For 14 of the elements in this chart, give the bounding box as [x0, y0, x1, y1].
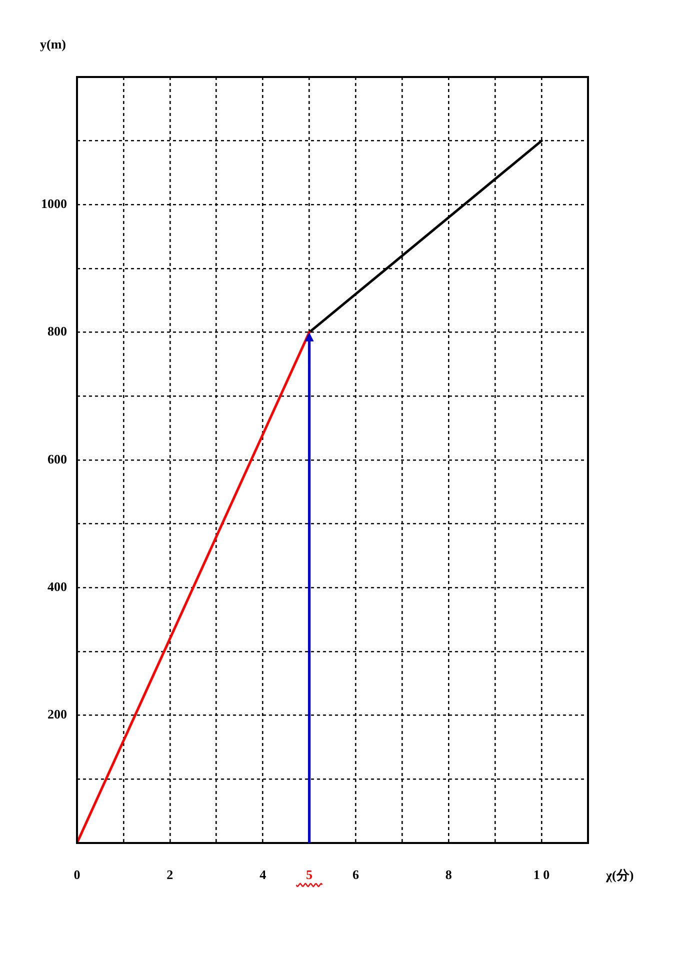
x-tick-label: 6	[352, 867, 360, 882]
y-axis-title: y(m)	[40, 36, 66, 52]
x-tick-label: 4	[260, 867, 267, 882]
x-tick-label: 2	[166, 867, 174, 882]
y-tick-label: 1000	[41, 196, 67, 212]
x-tick-label: 5	[306, 867, 314, 882]
x-tick-label: 1 0	[533, 867, 550, 882]
y-tick-label: 600	[48, 451, 67, 466]
x-tick-label: 0	[74, 867, 80, 882]
y-tick-label: 200	[48, 706, 67, 722]
x-axis-title: χ(分)	[605, 867, 634, 882]
y-tick-label: 800	[48, 324, 67, 339]
y-tick-label: 400	[48, 579, 67, 594]
x-tick-label: 8	[445, 867, 452, 882]
